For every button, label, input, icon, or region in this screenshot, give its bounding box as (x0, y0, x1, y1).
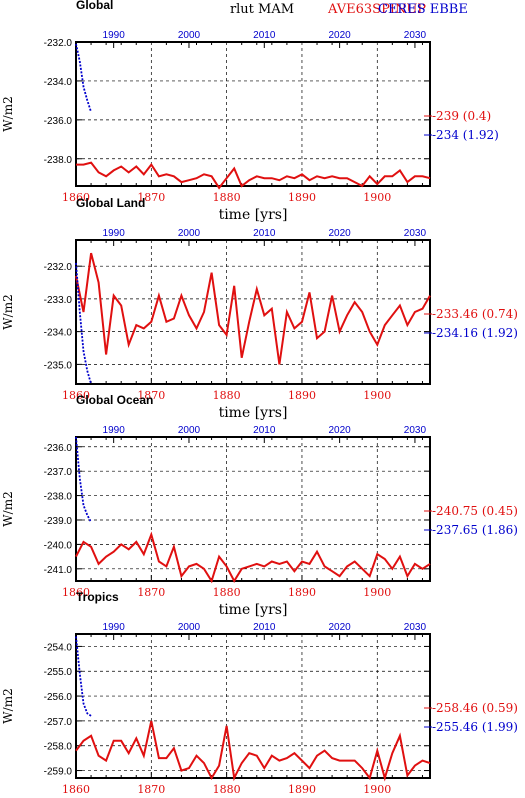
top-x-tick-label: 2000 (178, 30, 201, 41)
top-x-tick-label: 2020 (328, 425, 351, 436)
x-tick-label: 1870 (137, 783, 165, 796)
panel-title: Global Ocean (76, 393, 153, 407)
top-x-tick-label: 2030 (404, 30, 427, 41)
y-tick-label: -232.0 (44, 38, 73, 49)
y-axis-label: W/m2 (1, 294, 15, 329)
x-tick-label: 1890 (288, 191, 316, 204)
y-tick-label: -234.0 (44, 328, 73, 339)
y-tick-label: -235.0 (44, 360, 73, 371)
x-tick-label: 1900 (363, 586, 391, 599)
x-tick-label: 1860 (62, 389, 90, 402)
obs-stat-label: -234.16 (1.92) (432, 326, 518, 340)
model-series-line (76, 161, 431, 190)
y-tick-label: -234.0 (44, 77, 73, 88)
top-x-tick-label: 1990 (103, 622, 126, 633)
obs-series-line (75, 636, 92, 717)
top-x-tick-label: 2020 (328, 30, 351, 41)
y-axis-label: W/m2 (1, 688, 15, 723)
panel-global-ocean: Global Ocean 1860 1870 1880 1890 1900 1990 2000… (1, 393, 518, 618)
x-tick-label: 1900 (363, 389, 391, 402)
y-tick-label: -256.0 (44, 692, 73, 703)
model-series-line (75, 720, 431, 782)
top-x-tick-label: 2000 (178, 425, 201, 436)
panel-title: Global (76, 0, 113, 12)
y-tick-label: -254.0 (44, 642, 73, 653)
plot-frame (75, 633, 431, 779)
model-stat-label: -240.75 (0.45) (432, 504, 518, 518)
x-tick-label: 1900 (363, 783, 391, 796)
panel-global: Global 1860 1870 1880 1890 1900 1990 2000 2010 20… (1, 0, 499, 223)
y-tick-label: -255.0 (44, 667, 73, 678)
top-x-tick-label: 2020 (328, 228, 351, 239)
top-x-tick-label: 2010 (253, 622, 276, 633)
y-tick-label: -237.0 (44, 467, 73, 478)
x-tick-label: 1880 (213, 783, 241, 796)
plot-frame (75, 436, 431, 582)
model-series-line (75, 531, 431, 584)
top-x-tick-label: 1990 (103, 30, 126, 41)
obs-stat-label: -237.65 (1.86) (432, 523, 518, 537)
top-x-tick-label: 2010 (253, 228, 276, 239)
top-x-tick-label: 1990 (103, 228, 126, 239)
top-x-tick-label: 2030 (404, 228, 427, 239)
y-tick-label: -232.0 (44, 262, 73, 273)
x-axis-label: time [yrs] (219, 207, 288, 223)
x-tick-label: 1870 (137, 389, 165, 402)
x-tick-label: 1900 (363, 191, 391, 204)
plot-frame (75, 239, 431, 385)
x-tick-label: 1880 (213, 191, 241, 204)
x-tick-label: 1860 (62, 191, 90, 204)
y-tick-label: -240.0 (44, 540, 73, 551)
y-tick-label: -258.0 (44, 742, 73, 753)
y-tick-label: -239.0 (44, 516, 73, 527)
top-x-tick-label: 2030 (404, 425, 427, 436)
model-legend-label: AVE63SPINUP (327, 2, 426, 17)
panel-global-land: Global Land 1860 1870 1880 1890 1900 1990 2000 2… (1, 196, 518, 421)
model-series-line (75, 252, 431, 365)
figure-title: rlut MAM (230, 2, 294, 17)
x-tick-label: 1880 (213, 586, 241, 599)
x-tick-label: 1860 (62, 586, 90, 599)
x-tick-label: 1870 (137, 191, 165, 204)
model-stat-label: -233.46 (0.74) (432, 307, 518, 321)
x-tick-label: 1890 (288, 389, 316, 402)
top-x-tick-label: 2010 (253, 30, 276, 41)
y-tick-label: -236.0 (44, 443, 73, 454)
x-tick-label: 1880 (213, 389, 241, 402)
y-tick-label: -259.0 (44, 767, 73, 778)
x-tick-label: 1860 (62, 783, 90, 796)
obs-series-line (75, 436, 92, 523)
y-tick-label: -233.0 (44, 295, 73, 306)
obs-series-line (75, 43, 92, 113)
y-axis-label: W/m2 (1, 491, 15, 526)
obs-legend-label: CERES EBBE (378, 2, 468, 17)
y-tick-label: -257.0 (44, 717, 73, 728)
y-tick-label: -241.0 (44, 565, 73, 576)
obs-stat-label: -234 (1.92) (432, 128, 499, 142)
x-tick-label: 1890 (288, 586, 316, 599)
y-tick-label: -238.0 (44, 492, 73, 503)
panel-title: Tropics (76, 590, 119, 604)
obs-series-line (75, 262, 92, 385)
x-axis-label: time [yrs] (219, 405, 288, 421)
panel-tropics: Tropics 1860 1870 1880 1890 1900 1990 2000 2010 2… (1, 590, 518, 796)
top-x-tick-label: 2030 (404, 622, 427, 633)
plot-frame (75, 41, 431, 187)
y-axis-label: W/m2 (1, 96, 15, 131)
top-x-tick-label: 2000 (178, 622, 201, 633)
top-x-tick-label: 2000 (178, 228, 201, 239)
top-x-tick-label: 2010 (253, 425, 276, 436)
y-tick-label: -236.0 (44, 116, 73, 127)
x-axis-label: time [yrs] (219, 602, 288, 618)
x-tick-label: 1870 (137, 586, 165, 599)
model-stat-label: -239 (0.4) (432, 109, 491, 123)
top-x-tick-label: 2020 (328, 622, 351, 633)
panel-title: Global Land (76, 196, 145, 210)
obs-stat-label: -255.46 (1.99) (432, 720, 518, 734)
top-x-tick-label: 1990 (103, 425, 126, 436)
x-tick-label: 1890 (288, 783, 316, 796)
model-stat-label: -258.46 (0.59) (432, 701, 518, 715)
y-tick-label: -238.0 (44, 155, 73, 166)
